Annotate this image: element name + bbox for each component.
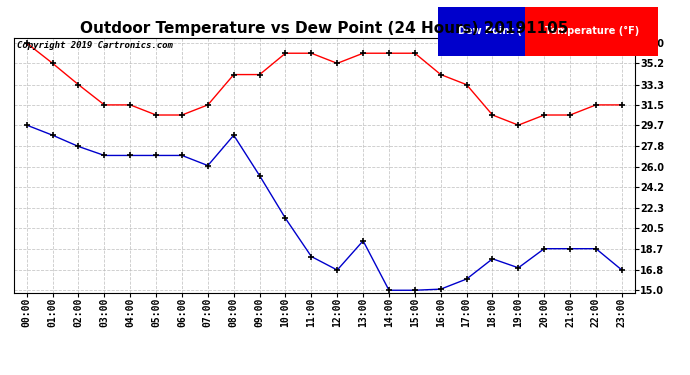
Text: Dew Point (°F): Dew Point (°F) (458, 26, 538, 36)
Title: Outdoor Temperature vs Dew Point (24 Hours) 20191105: Outdoor Temperature vs Dew Point (24 Hou… (80, 21, 569, 36)
Text: Temperature (°F): Temperature (°F) (545, 26, 639, 36)
Text: Copyright 2019 Cartronics.com: Copyright 2019 Cartronics.com (17, 41, 172, 50)
